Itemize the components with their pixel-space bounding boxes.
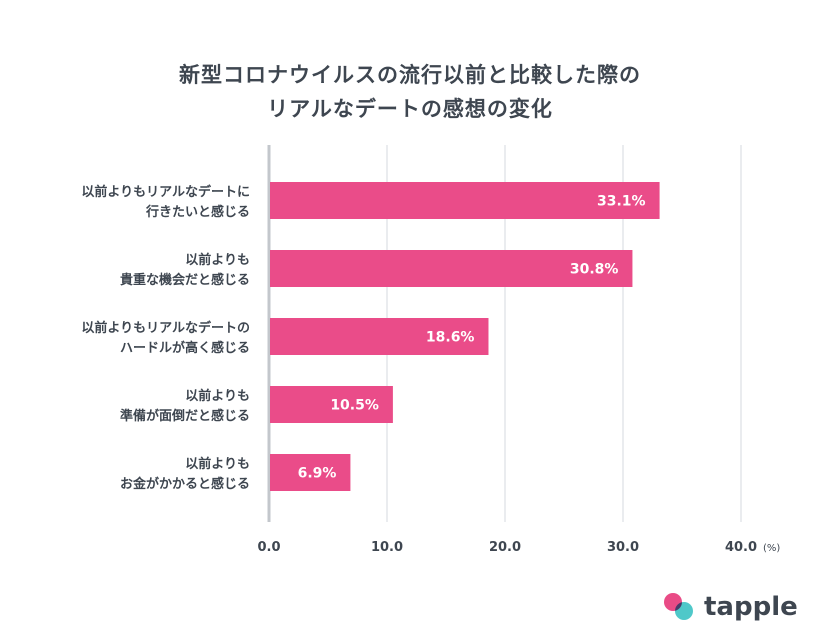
x-tick-label: 10.0 (371, 540, 403, 555)
chart-title-line1: 新型コロナウイルスの流行以前と比較した際の (179, 63, 641, 87)
x-unit-label: (%) (763, 543, 780, 554)
category-label: 以前よりもリアルなデートに (81, 184, 250, 200)
category-label: 以前よりもリアルなデートの (81, 320, 250, 336)
category-label: 以前よりも (185, 456, 250, 472)
category-label: 貴重な機会だと感じる (120, 272, 250, 288)
bar-value-label: 33.1% (597, 194, 646, 210)
bar (270, 182, 660, 219)
x-tick-label: 20.0 (489, 540, 521, 555)
tapple-logo: tapple (664, 590, 798, 624)
category-label: 以前よりも (185, 388, 250, 404)
bar-value-label: 18.6% (426, 330, 475, 346)
bar (270, 386, 393, 423)
bar-value-label: 10.5% (330, 398, 379, 414)
bar (270, 318, 489, 355)
bar (270, 250, 633, 287)
category-label: 行きたいと感じる (145, 204, 250, 220)
bar (270, 454, 351, 491)
category-label: お金がかかると感じる (120, 476, 250, 492)
chart-title: 新型コロナウイルスの流行以前と比較した際の リアルなデートの感想の変化 (0, 58, 820, 126)
chart-title-line2: リアルなデートの感想の変化 (267, 97, 553, 121)
x-tick-label: 40.0 (725, 540, 757, 555)
category-label: 準備が面倒だと感じる (120, 408, 250, 424)
category-label: ハードルが高く感じる (120, 340, 250, 356)
bar-value-label: 6.9% (298, 466, 337, 482)
tapple-logo-text: tapple (704, 592, 798, 622)
x-tick-label: 0.0 (257, 540, 280, 555)
category-label: 以前よりも (185, 252, 250, 268)
tapple-logo-icon (664, 591, 696, 623)
bar-value-label: 30.8% (570, 262, 619, 278)
x-tick-label: 30.0 (607, 540, 639, 555)
